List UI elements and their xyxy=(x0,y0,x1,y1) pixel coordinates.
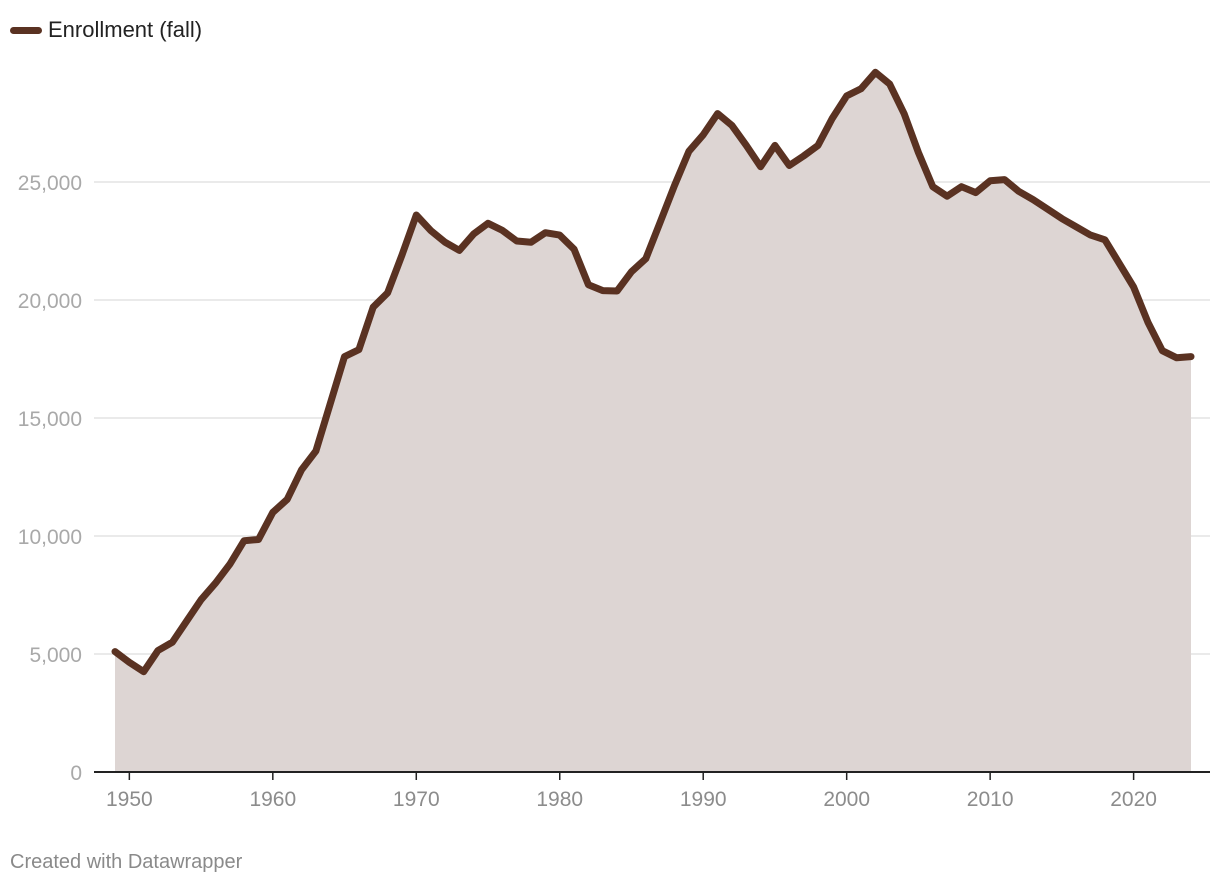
y-tick-label-25000: 25,000 xyxy=(18,172,82,195)
x-tick-label-2000: 2000 xyxy=(823,788,870,811)
x-tick-label-2020: 2020 xyxy=(1110,788,1157,811)
y-tick-label-5000: 5,000 xyxy=(29,644,82,667)
enrollment-area-fill xyxy=(115,72,1191,773)
datawrapper-credit: Created with Datawrapper xyxy=(10,851,243,873)
chart-legend: Enrollment (fall) xyxy=(10,14,202,46)
legend-label-enrollment: Enrollment (fall) xyxy=(48,17,203,42)
y-tick-label-20000: 20,000 xyxy=(18,290,82,313)
x-tick-label-2010: 2010 xyxy=(967,788,1014,811)
enrollment-line xyxy=(111,68,1195,676)
x-tick-label-1960: 1960 xyxy=(249,788,296,811)
legend-swatch xyxy=(10,26,42,34)
x-tick-label-1970: 1970 xyxy=(393,788,440,811)
y-tick-label-15000: 15,000 xyxy=(18,408,82,431)
x-tick-label-1980: 1980 xyxy=(536,788,583,811)
y-tick-label-0: 0 xyxy=(70,762,82,785)
x-tick-label-1990: 1990 xyxy=(680,788,727,811)
x-tick-label-1950: 1950 xyxy=(106,788,153,811)
y-tick-label-10000: 10,000 xyxy=(18,526,82,549)
